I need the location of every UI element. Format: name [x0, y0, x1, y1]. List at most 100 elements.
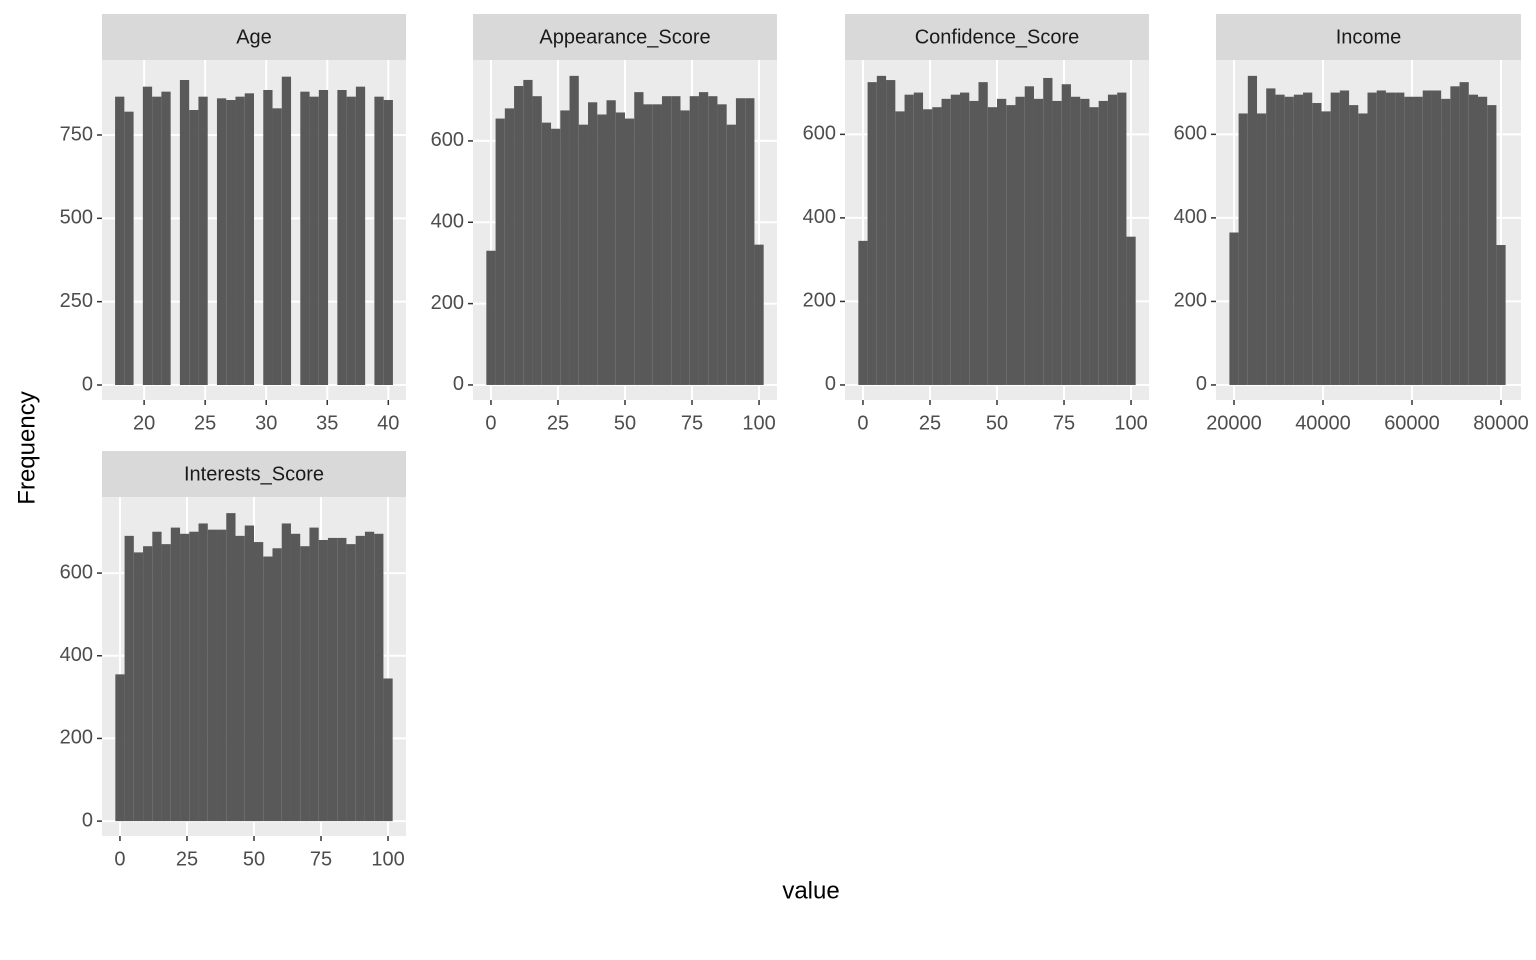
bar: [541, 122, 552, 385]
bar: [689, 96, 699, 385]
bar: [886, 80, 896, 385]
bar: [876, 75, 887, 385]
x-tick-label: 35: [316, 412, 338, 434]
bar: [179, 80, 190, 385]
bar: [1229, 232, 1239, 385]
bar: [170, 527, 181, 822]
bar: [569, 75, 579, 385]
bar: [904, 94, 914, 385]
bar: [532, 96, 542, 385]
y-tick-label: 200: [431, 292, 464, 314]
bar: [309, 527, 319, 822]
bar: [1385, 92, 1396, 385]
bar: [1339, 90, 1350, 385]
bar: [1080, 98, 1090, 385]
bar: [244, 93, 254, 385]
bar: [263, 556, 273, 822]
bar: [374, 533, 384, 822]
bar: [1015, 96, 1025, 385]
bar: [189, 531, 199, 822]
y-tick-label: 0: [825, 373, 836, 395]
bar: [1312, 103, 1322, 385]
bar: [198, 523, 208, 822]
bar: [1070, 96, 1081, 385]
bar: [941, 98, 951, 385]
bar: [551, 128, 561, 385]
bar: [1367, 92, 1377, 385]
bar: [1247, 75, 1258, 385]
bar: [318, 90, 329, 385]
bar: [606, 100, 616, 385]
bar: [495, 118, 505, 385]
y-tick-label: 0: [453, 373, 464, 395]
bar: [124, 111, 134, 386]
x-tick-label: 80000: [1473, 412, 1529, 434]
bar: [272, 108, 282, 385]
bar: [997, 98, 1007, 385]
bar: [235, 96, 245, 386]
bar: [115, 96, 125, 386]
bar: [745, 98, 755, 385]
bar: [1043, 77, 1053, 385]
bar: [1052, 100, 1062, 385]
bar: [1358, 113, 1368, 385]
x-tick-label: 75: [1053, 412, 1075, 434]
x-tick-label: 75: [310, 848, 332, 870]
bar: [717, 104, 727, 385]
bar: [1468, 94, 1478, 385]
bar: [1395, 92, 1405, 385]
bar: [1349, 105, 1359, 385]
bar: [346, 544, 356, 822]
bar: [1089, 107, 1099, 385]
bar: [300, 546, 310, 822]
bar: [1431, 90, 1442, 385]
bar: [597, 114, 607, 385]
y-tick-label: 600: [60, 561, 93, 583]
bar: [1422, 90, 1432, 385]
bar: [1033, 98, 1044, 385]
x-tick-label: 100: [742, 412, 775, 434]
bar: [355, 86, 366, 386]
strip: [845, 14, 1149, 60]
bar: [1487, 105, 1497, 385]
bar: [226, 513, 236, 822]
bar: [318, 539, 328, 822]
bar: [1024, 86, 1034, 385]
bar: [680, 110, 690, 385]
x-tick-label: 100: [371, 848, 404, 870]
y-tick-label: 200: [60, 727, 93, 749]
bar: [1404, 96, 1414, 385]
y-tick-label: 400: [803, 206, 836, 228]
bar: [1117, 92, 1127, 385]
bar: [858, 240, 868, 385]
y-tick-label: 600: [803, 123, 836, 145]
bar: [374, 96, 384, 386]
y-tick-label: 600: [431, 129, 464, 151]
bar: [152, 96, 162, 386]
bar: [1459, 82, 1469, 385]
bar: [216, 98, 227, 385]
bar: [1477, 96, 1488, 385]
bar: [969, 100, 979, 385]
x-tick-label: 30: [255, 412, 277, 434]
x-tick-label: 25: [176, 848, 198, 870]
panel-title: Income: [1336, 26, 1402, 48]
bar: [643, 104, 653, 385]
bar: [754, 244, 764, 385]
bar: [244, 525, 254, 822]
x-tick-label: 20: [133, 412, 155, 434]
bar: [932, 107, 942, 385]
x-tick-label: 50: [986, 412, 1008, 434]
bar: [625, 118, 635, 385]
bar: [1376, 90, 1386, 385]
y-tick-label: 400: [60, 644, 93, 666]
y-tick-label: 400: [431, 211, 464, 233]
bar: [588, 102, 598, 385]
x-tick-label: 25: [919, 412, 941, 434]
bar: [634, 92, 644, 385]
x-tick-label: 25: [194, 412, 216, 434]
x-tick-label: 100: [1114, 412, 1147, 434]
bar: [486, 250, 496, 385]
